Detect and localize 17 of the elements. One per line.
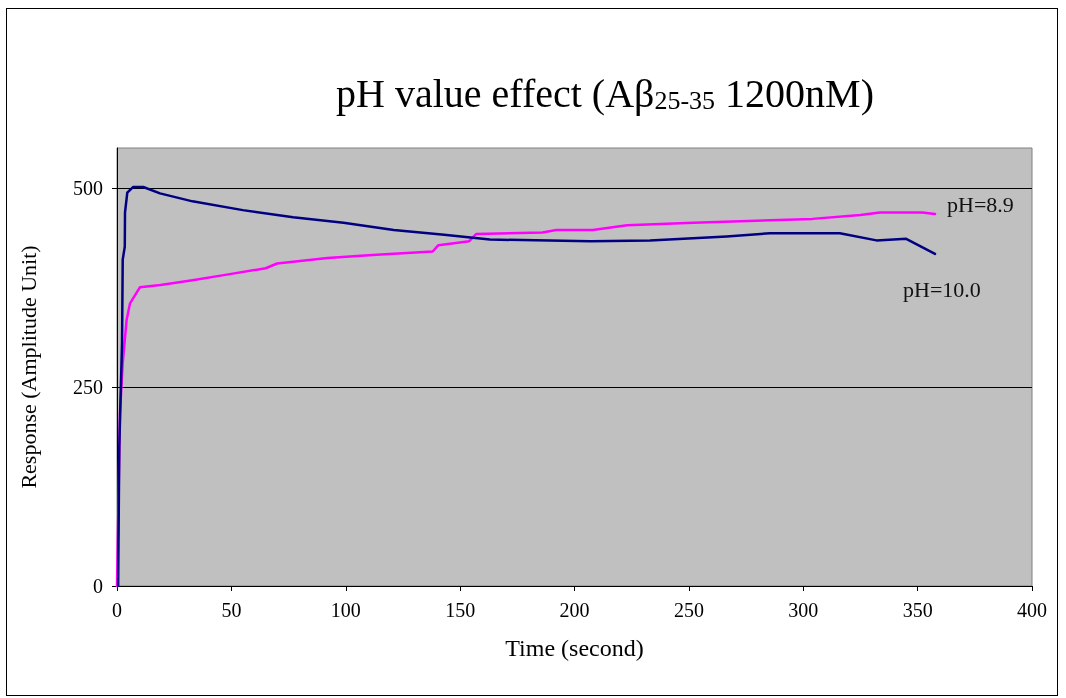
series-label: pH=8.9 (947, 191, 1014, 217)
x-axis-title: Time (second) (505, 635, 644, 661)
y-tick-label: 250 (73, 375, 103, 398)
y-tick-label: 0 (93, 575, 103, 597)
y-axis-title: Response (Amplitude Unit) (15, 245, 41, 489)
x-tick-label: 100 (330, 599, 361, 621)
y-tick-label: 500 (73, 176, 103, 199)
series-label: pH=10.0 (903, 277, 981, 303)
x-tick-label: 0 (112, 599, 122, 621)
x-tick-label: 350 (902, 599, 933, 621)
x-tick-label: 250 (673, 599, 704, 621)
x-tick-label: 400 (1017, 599, 1047, 621)
x-tick-label: 150 (445, 599, 476, 621)
x-tick-label: 50 (221, 599, 242, 621)
x-tick-label: 300 (788, 599, 819, 621)
x-tick-label: 200 (559, 599, 590, 621)
chart-title: pH value effect (Aβ25-35 1200nM) (336, 70, 874, 116)
